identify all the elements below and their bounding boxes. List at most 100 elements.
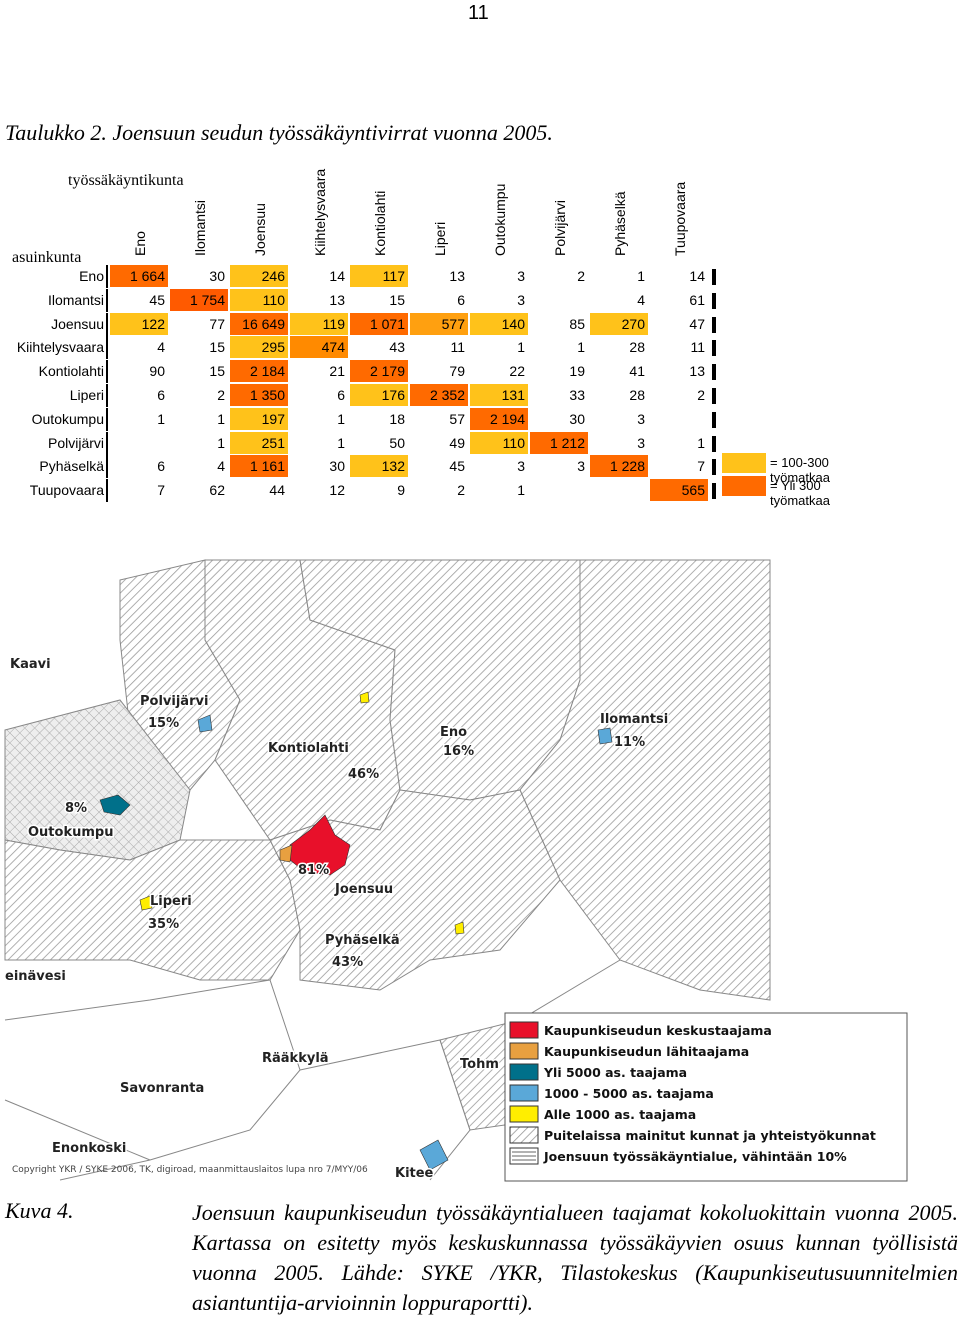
table-cell: 140 [470,312,528,335]
caption-text: Joensuun kaupunkiseudun työssäkäyntialue… [192,1200,958,1315]
row-border [106,407,108,431]
row-border [106,288,108,312]
table-cell: 117 [350,265,408,287]
map-label: einävesi [5,969,66,984]
row-border [712,364,716,381]
map-label: Kontiolahti [268,741,349,756]
table-cell: 18 [389,410,405,427]
row-border [106,431,108,455]
table-cell: 3 [637,434,645,451]
legend-label: = 100-300 työmatkaa [770,455,830,485]
copyright: Copyright YKR / SYKE 2006, TK, digiroad,… [12,1165,368,1175]
table-cell: 6 [337,387,345,403]
map-legend-label: Alle 1000 as. taajama [544,1107,696,1122]
map-label: Outokumpu [28,825,113,840]
column-header: työssäkäyntikunta [68,172,184,189]
table-cell: 1 [157,410,165,427]
table-cell: 251 [230,431,288,454]
table-cell: 30 [209,268,225,284]
table-cell: 3 [637,410,645,427]
row-label: Kiihtelysvaara [16,339,104,356]
table-cell: 295 [230,336,288,359]
row-border [106,360,108,384]
row-border [106,312,108,336]
table-cell: 565 [650,479,708,502]
table-cell: 1 [337,434,345,451]
table-cell: 15 [389,291,405,308]
table-cell: 30 [569,410,585,427]
table-cell: 50 [389,434,405,451]
map-legend-label: Joensuun työssäkäyntialue, vähintään 10% [543,1149,847,1164]
table-cell: 3 [577,458,585,475]
table-cell: 1 [217,410,225,427]
table-cell: 41 [629,363,645,380]
table-cell: 30 [329,458,345,475]
table-cell: 13 [689,363,705,380]
map-legend-label: 1000 - 5000 as. taajama [544,1086,714,1101]
row-border [712,269,716,285]
row-label: Joensuu [51,315,104,332]
map-label: Eno [440,725,467,740]
table-cell: 131 [470,384,528,406]
map-legend-swatch [509,1105,539,1123]
row-border [106,336,108,360]
table-cell: 1 [577,339,585,356]
table-cell: 474 [290,336,348,359]
table-cell: 7 [157,482,165,499]
table-cell: 1 [217,434,225,451]
row-label: Eno [79,268,104,284]
table-cell: 132 [350,455,408,478]
table-cell: 45 [149,291,165,308]
table-cell: 4 [157,339,165,356]
table-cell: 45 [449,458,465,475]
table-cell: 85 [569,315,585,332]
row-border [712,388,716,404]
table-cell: 4 [217,458,225,475]
table-cell: 270 [590,312,648,335]
table-cell: 7 [697,458,705,475]
table-cell: 2 [697,387,705,403]
map-legend-label: Puitelaissa mainitut kunnat ja yhteistyö… [544,1128,876,1143]
row-label: Kontiolahti [38,363,104,380]
table-cell: 6 [157,387,165,403]
table-cell: 43 [389,339,405,356]
legend-label: = Yli 300 työmatkaa [770,478,830,508]
table-cell: 246 [230,265,288,287]
table-cell: 33 [569,387,585,403]
map-label: Enonkoski [52,1141,126,1156]
table-cell: 28 [629,339,645,356]
table-cell: 110 [230,288,288,311]
table-cell: 11 [450,339,465,356]
row-border [106,479,108,503]
map-legend-box [504,1012,908,1182]
table-cell: 11 [690,339,705,356]
table-cell: 14 [689,268,705,284]
map-label: Joensuu [334,882,393,897]
table-cell: 3 [517,458,525,475]
map-label: Pyhäselkä [325,933,400,948]
table-cell: 1 [337,410,345,427]
table-cell: 1 [697,434,705,451]
table-cell: 119 [290,312,348,335]
row-label: Polvijärvi [47,434,104,451]
table-cell: 49 [449,434,465,451]
legend-swatch [722,476,766,496]
table-cell: 2 [577,268,585,284]
map-legend-swatch [509,1063,539,1081]
row-label: Ilomantsi [47,291,104,308]
table-cell: 61 [689,291,705,308]
table-cell: 44 [269,482,285,499]
table-cell: 1 [637,268,645,284]
table-cell: 1 664 [110,265,168,287]
table-cell: 19 [569,363,585,380]
row-border [712,411,716,428]
table-cell: 2 352 [410,384,468,406]
map-label: 81% [298,863,329,878]
map-legend-label: Kaupunkiseudun keskustaajama [544,1023,772,1038]
row-border [712,316,716,333]
table-cell: 79 [449,363,465,380]
table-cell: 6 [157,458,165,475]
table-cell: 14 [329,268,345,284]
